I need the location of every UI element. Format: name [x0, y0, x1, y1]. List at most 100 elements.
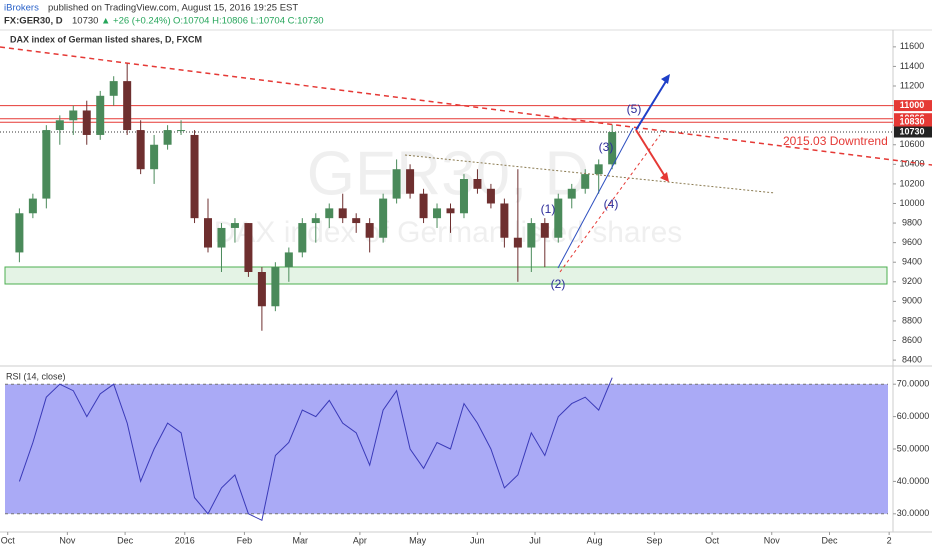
- level-badge: [894, 116, 932, 128]
- time-tick-label: Mar: [292, 535, 308, 545]
- rsi-tick-label: 60.0000: [897, 411, 930, 421]
- price-tick-label: 11600: [900, 41, 924, 51]
- symbol: FX:GER30, D: [4, 16, 63, 27]
- candle-body: [55, 120, 64, 131]
- candle-body: [365, 223, 374, 238]
- published-note: published on TradingView.com, August 15,…: [48, 3, 298, 14]
- bear-arrow: [635, 129, 667, 179]
- header-price: 10730: [72, 16, 98, 27]
- support-zone: [4, 266, 888, 285]
- wave-label: (3): [599, 140, 614, 154]
- candle-body: [257, 272, 266, 307]
- price-tick-label: 8400: [902, 354, 922, 364]
- rsi-tick-label: 30.0000: [897, 508, 930, 518]
- price-tick-label: 9600: [902, 237, 922, 247]
- candle-body: [608, 132, 617, 165]
- wave-label: (2): [551, 277, 566, 291]
- time-tick-label: Nov: [764, 535, 781, 545]
- candle-body: [271, 267, 280, 307]
- candle-body: [69, 110, 78, 121]
- candle-body: [500, 203, 509, 238]
- time-tick-label: 2016: [175, 535, 195, 545]
- publisher[interactable]: iBrokers: [4, 3, 39, 14]
- rsi-tick-label: 70.0000: [897, 379, 930, 389]
- candle-body: [123, 81, 132, 131]
- candle-body: [82, 110, 91, 135]
- candle-body: [554, 198, 563, 238]
- bear-arrow-head: [660, 172, 669, 182]
- rsi-tick-label: 50.0000: [897, 443, 930, 453]
- candle-body: [433, 208, 442, 219]
- price-tick-label: 9800: [902, 217, 922, 227]
- time-tick-label: Sep: [646, 535, 662, 545]
- candle-body: [486, 188, 495, 204]
- candle-body: [244, 223, 253, 273]
- candle-body: [527, 223, 536, 248]
- last-price-badge: [894, 126, 932, 138]
- level-badge-label: 10830: [899, 117, 924, 127]
- channel-line: [404, 154, 776, 194]
- header-ohlc: O:10704 H:10806 L:10704 C:10730: [173, 16, 324, 27]
- candle-body: [446, 208, 455, 214]
- time-tick-label: 2: [887, 535, 892, 545]
- candle-body: [298, 223, 307, 253]
- watermark: GER30, D: [307, 139, 590, 208]
- candle-body: [284, 252, 293, 268]
- candle-body: [392, 169, 401, 199]
- candle-body: [419, 193, 428, 219]
- price-tick-label: 8600: [902, 335, 922, 345]
- candle-body: [190, 134, 199, 219]
- wave-channel: [559, 134, 661, 273]
- watermark-subtitle: DAX index of German listed shares: [214, 216, 683, 249]
- candle-body: [311, 218, 320, 224]
- candle-body: [473, 179, 482, 189]
- price-tick-label: 11200: [900, 80, 924, 90]
- price-tick-label: 11400: [900, 61, 924, 71]
- candle-body: [163, 130, 172, 145]
- candle-body: [567, 188, 576, 199]
- candle-body: [28, 198, 37, 214]
- price-tick-label: 9200: [902, 276, 922, 286]
- time-tick-label: Oct: [1, 535, 16, 545]
- wave-label: (5): [627, 102, 642, 116]
- time-tick-label: Aug: [587, 535, 603, 545]
- time-tick-label: Apr: [353, 535, 367, 545]
- price-tick-label: 9400: [902, 257, 922, 267]
- candle-body: [379, 198, 388, 238]
- price-tick-label: 10200: [899, 178, 924, 188]
- candle-body: [42, 130, 51, 199]
- candle-body: [230, 223, 239, 228]
- header-change: ▲ +26 (+0.24%): [101, 16, 171, 27]
- rsi-title: RSI (14, close): [6, 371, 66, 381]
- downtrend-line: [0, 46, 932, 166]
- price-tick-label: 9000: [902, 296, 922, 306]
- wave-label: (1): [541, 202, 556, 216]
- time-tick-label: Feb: [237, 535, 253, 545]
- time-tick-label: Dec: [821, 535, 838, 545]
- time-tick-label: Oct: [705, 535, 720, 545]
- trend-annotation: 2015.03 Downtrend: [783, 134, 888, 148]
- price-tick-label: 10600: [899, 139, 924, 149]
- candle-body: [540, 223, 549, 238]
- rsi-band: [5, 384, 888, 514]
- level-badge: [894, 100, 932, 112]
- candle-body: [15, 213, 24, 253]
- candle-body: [136, 130, 145, 170]
- price-tick-label: 8800: [902, 315, 922, 325]
- candle-body: [109, 81, 118, 96]
- chart-title: DAX index of German listed shares, D, FX…: [10, 34, 202, 44]
- bull-arrow-head: [661, 74, 670, 84]
- candle-body: [204, 218, 213, 248]
- time-tick-label: Nov: [59, 535, 76, 545]
- candle-body: [352, 218, 361, 224]
- candle-body: [217, 227, 226, 248]
- candle-body: [581, 174, 590, 189]
- candle-body: [325, 208, 334, 219]
- price-tick-label: 10400: [899, 159, 924, 169]
- rsi-line: [18, 377, 613, 522]
- time-tick-label: May: [409, 535, 427, 545]
- candle-body: [96, 95, 105, 135]
- level-badge-label: 11000: [900, 100, 925, 110]
- wave-trendline: [557, 127, 634, 269]
